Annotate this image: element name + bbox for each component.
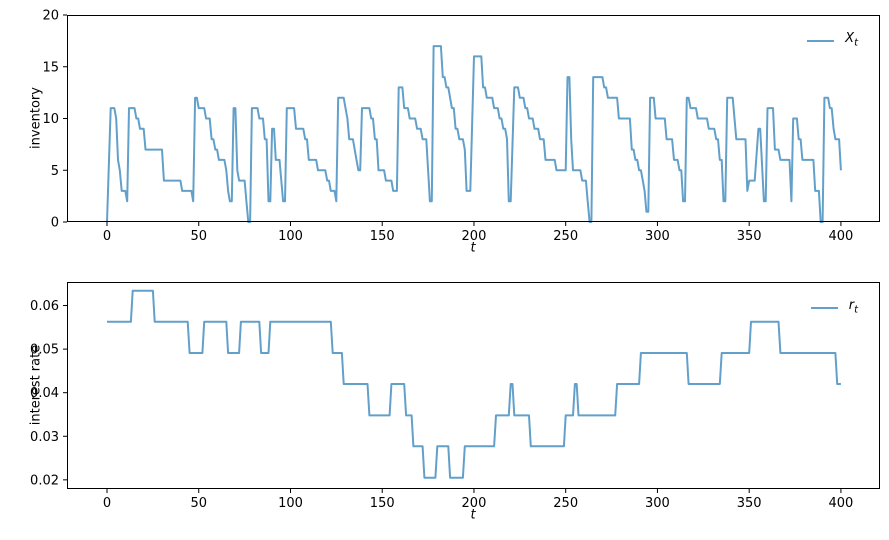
inventory-xlabel: t bbox=[470, 240, 476, 256]
inventory-ylabel: inventory bbox=[28, 87, 44, 149]
interest-rate-plot-area: 0 50 100 150 200 250 300 350 400 0.02 0.03 0.04 0.05… bbox=[30, 282, 880, 511]
inventory-chart: 0 50 100 150 200 250 300 350 400 0 5 10 15 20 Xt bbox=[42, 9, 880, 244]
y-tick-label: 5 bbox=[51, 164, 59, 179]
x-tick-label: 50 bbox=[190, 496, 207, 511]
inventory-plot-area: 0 50 100 150 200 250 300 350 400 0 5 10 15 20 bbox=[42, 9, 880, 244]
x-tick-label: 50 bbox=[190, 229, 207, 244]
y-tick-label: 0.06 bbox=[30, 299, 59, 314]
y-tick-label: 0 bbox=[51, 216, 59, 231]
legend-line-sample bbox=[810, 307, 838, 310]
interest-rate-ylabel: interest rate bbox=[28, 344, 44, 426]
y-tick-label: 15 bbox=[42, 60, 59, 75]
x-tick-label: 100 bbox=[278, 229, 303, 244]
x-tick-label: 250 bbox=[553, 496, 578, 511]
x-tick-label: 350 bbox=[737, 229, 762, 244]
legend-series-sub: t bbox=[854, 304, 858, 316]
x-tick-label: 150 bbox=[370, 229, 395, 244]
x-tick-label: 250 bbox=[553, 229, 578, 244]
y-tick-label: 20 bbox=[42, 9, 59, 24]
legend-series-base: r bbox=[848, 298, 855, 313]
y-tick-label: 0.05 bbox=[30, 343, 59, 358]
inventory-axes-frame bbox=[67, 15, 880, 222]
y-tick-label: 0.03 bbox=[30, 430, 59, 445]
x-tick-label: 0 bbox=[103, 229, 111, 244]
x-tick-label: 300 bbox=[645, 496, 670, 511]
inventory-data-line bbox=[106, 45, 842, 223]
x-tick-label: 0 bbox=[103, 496, 111, 511]
legend-label: Xt bbox=[845, 31, 858, 52]
x-tick-label: 200 bbox=[462, 496, 487, 511]
x-tick-label: 400 bbox=[829, 229, 854, 244]
inventory-legend: Xt bbox=[805, 29, 860, 54]
y-tick-label: 0.04 bbox=[30, 386, 59, 401]
legend-label: rt bbox=[849, 298, 858, 319]
interest-rate-chart: 0 50 100 150 200 250 300 350 400 0.02 0.03 0.04 0.05… bbox=[30, 282, 880, 511]
x-tick-label: 400 bbox=[829, 496, 854, 511]
y-tick-label: 10 bbox=[42, 112, 59, 127]
interest-rate-xlabel: t bbox=[470, 507, 476, 523]
x-tick-label: 150 bbox=[370, 496, 395, 511]
x-tick-label: 300 bbox=[645, 229, 670, 244]
legend-series-sub: t bbox=[854, 37, 858, 49]
x-tick-label: 350 bbox=[737, 496, 762, 511]
interest-rate-data-line bbox=[107, 289, 841, 479]
x-tick-label: 200 bbox=[462, 229, 487, 244]
legend-series-base: X bbox=[845, 31, 855, 46]
y-tick-label: 0.02 bbox=[30, 473, 59, 488]
interest-rate-legend: rt bbox=[808, 296, 860, 321]
legend-line-sample bbox=[807, 40, 835, 43]
interest-rate-axes-frame bbox=[67, 282, 880, 489]
x-tick-label: 100 bbox=[278, 496, 303, 511]
